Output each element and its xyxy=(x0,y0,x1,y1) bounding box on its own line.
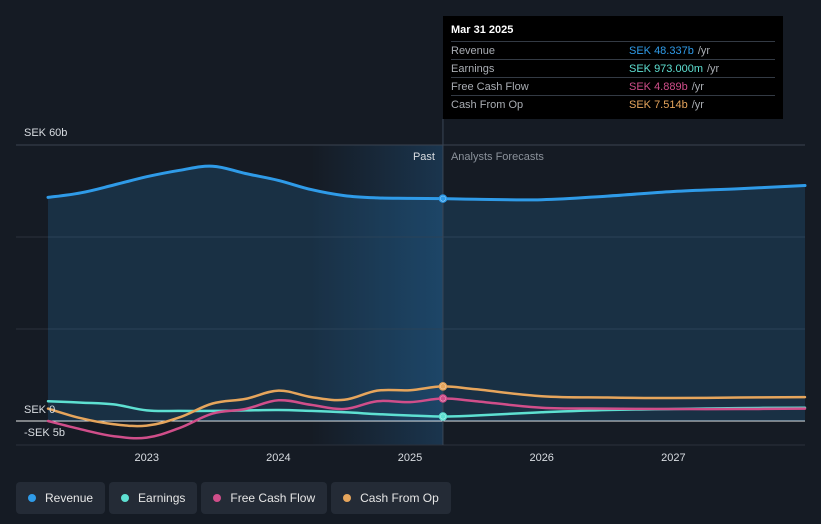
y-axis-label-zero: SEK 0 xyxy=(24,404,55,416)
free-cash-flow-dot-icon xyxy=(213,494,222,502)
tooltip-unit: /yr xyxy=(707,62,720,75)
revenue-area xyxy=(48,166,805,421)
tooltip-unit: /yr xyxy=(691,98,704,111)
tooltip-unit: /yr xyxy=(691,80,704,93)
gridlines xyxy=(16,144,805,446)
tooltip-row-cash-from-op: Cash From Op SEK 7.514b /yr xyxy=(451,95,775,113)
tooltip-label: Cash From Op xyxy=(451,98,524,111)
forecast-label: Analysts Forecasts xyxy=(451,151,544,163)
cash-from-op-marker-core xyxy=(440,383,446,389)
tooltip-value: SEK 4.889b xyxy=(629,80,688,93)
tooltip-label: Free Cash Flow xyxy=(451,80,529,93)
earnings-dot-icon xyxy=(121,494,130,502)
legend-label: Cash From Op xyxy=(360,491,439,505)
legend-label: Earnings xyxy=(138,491,186,505)
tooltip-value: SEK 973.000m xyxy=(629,62,703,75)
earnings-marker-core xyxy=(440,414,446,420)
cash-from-op-dot-icon xyxy=(343,494,352,502)
y-axis-label-bottom: -SEK 5b xyxy=(24,427,65,439)
tooltip-value: SEK 48.337b xyxy=(629,44,694,57)
revenue-marker-core xyxy=(440,196,446,202)
x-axis-ticks: 2023 2024 2025 2026 2027 xyxy=(134,452,685,464)
free-cash-flow-marker-core xyxy=(440,396,446,402)
x-tick-label: 2025 xyxy=(398,452,422,464)
tooltip-row-revenue: Revenue SEK 48.337b /yr xyxy=(451,41,775,59)
chart-legend: Revenue Earnings Free Cash Flow Cash Fro… xyxy=(16,482,451,514)
legend-label: Free Cash Flow xyxy=(230,491,316,505)
series-lines xyxy=(46,164,807,440)
series-areas xyxy=(48,166,805,421)
tooltip-row-earnings: Earnings SEK 973.000m /yr xyxy=(451,59,775,77)
free-cash-flow-line xyxy=(46,397,807,440)
data-tooltip: Mar 31 2025 Revenue SEK 48.337b /yr Earn… xyxy=(443,16,783,119)
revenue-line xyxy=(46,164,807,202)
legend-item-cash-from-op[interactable]: Cash From Op xyxy=(331,482,451,514)
legend-item-earnings[interactable]: Earnings xyxy=(109,482,198,514)
tooltip-label: Revenue xyxy=(451,44,496,57)
x-tick-label: 2024 xyxy=(266,452,290,464)
x-tick-label: 2023 xyxy=(134,452,158,464)
tooltip-date: Mar 31 2025 xyxy=(451,24,514,36)
tooltip-value: SEK 7.514b xyxy=(629,98,688,111)
y-axis-label-top: SEK 60b xyxy=(24,127,67,139)
x-tick-label: 2026 xyxy=(529,452,553,464)
revenue-dot-icon xyxy=(28,494,36,502)
legend-item-free-cash-flow[interactable]: Free Cash Flow xyxy=(201,482,328,514)
legend-item-revenue[interactable]: Revenue xyxy=(16,482,106,514)
legend-label: Revenue xyxy=(45,491,94,505)
highlight-markers xyxy=(438,194,448,421)
cash-from-op-line xyxy=(46,385,807,428)
past-label: Past xyxy=(413,151,435,163)
tooltip-label: Earnings xyxy=(451,62,495,75)
x-tick-label: 2027 xyxy=(661,452,685,464)
tooltip-row-free-cash-flow: Free Cash Flow SEK 4.889b /yr xyxy=(451,77,775,95)
tooltip-unit: /yr xyxy=(697,44,711,57)
